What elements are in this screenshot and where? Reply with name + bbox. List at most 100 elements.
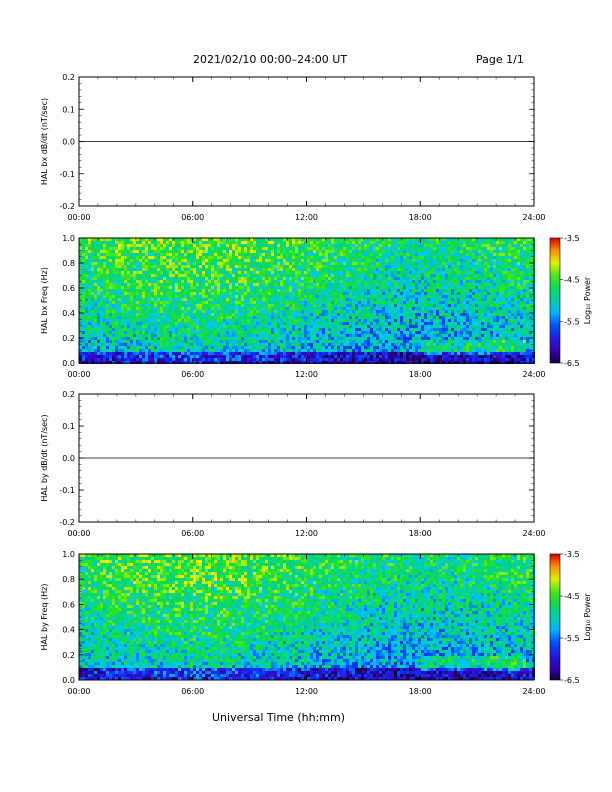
spectrogram-cell [280,313,283,316]
spectrogram-cell [526,298,529,301]
spectrogram-cell [298,244,301,247]
spectrogram-cell [124,313,127,316]
spectrogram-cell [145,328,148,331]
spectrogram-cell [451,301,454,304]
spectrogram-cell [376,316,379,319]
spectrogram-cell [463,298,466,301]
spectrogram-cell [247,250,250,253]
spectrogram-cell [403,262,406,265]
spectrogram-cell [445,286,448,289]
spectrogram-cell [166,325,169,328]
spectrogram-cell [505,238,508,241]
spectrogram-cell [406,238,409,241]
spectrogram-cell [127,265,130,268]
spectrogram-cell [442,310,445,313]
spectrogram-cell [364,271,367,274]
spectrogram-cell [379,304,382,307]
spectrogram-cell [523,241,526,244]
spectrogram-cell [286,331,289,334]
spectrogram-cell [334,244,337,247]
spectrogram-cell [385,295,388,298]
spectrogram-cell [205,286,208,289]
spectrogram-cell [364,250,367,253]
spectrogram-cell [103,262,106,265]
spectrogram-cell [163,247,166,250]
spectrogram-cell [115,322,118,325]
spectrogram-cell [91,256,94,259]
spectrogram-cell [523,316,526,319]
spectrogram-cell [175,283,178,286]
spectrogram-cell [310,319,313,322]
spectrogram-cell [274,298,277,301]
spectrogram-cell [529,268,532,271]
spectrogram-cell [193,313,196,316]
spectrogram-cell [355,274,358,277]
spectrogram-cell [127,253,130,256]
spectrogram-cell [340,271,343,274]
spectrogram-cell [256,268,259,271]
spectrogram-cell [91,316,94,319]
spectrogram-cell [424,238,427,241]
spectrogram-cell [223,292,226,295]
spectrogram-cell [187,238,190,241]
spectrogram-cell [274,304,277,307]
spectrogram-cell [526,250,529,253]
spectrogram-cell [160,307,163,310]
spectrogram-cell [493,331,496,334]
spectrogram-cell [424,244,427,247]
spectrogram-cell [268,295,271,298]
spectrogram-cell [355,316,358,319]
spectrogram-cell [322,310,325,313]
spectrogram-cell [268,280,271,283]
spectrogram-cell [79,247,82,250]
spectrogram-cell [526,310,529,313]
spectrogram-cell [502,271,505,274]
spectrogram-cell [475,277,478,280]
spectrogram-cell [526,259,529,262]
spectrogram-cell [247,283,250,286]
spectrogram-cell [256,316,259,319]
spectrogram-cell [427,298,430,301]
spectrogram-cell [280,256,283,259]
spectrogram-cell [94,298,97,301]
spectrogram-cell [427,325,430,328]
spectrogram-cell [199,319,202,322]
spectrogram-cell [430,295,433,298]
spectrogram-cell [244,238,247,241]
spectrogram-cell [397,271,400,274]
spectrogram-cell [136,289,139,292]
spectrogram-cell [436,289,439,292]
spectrogram-cell [112,253,115,256]
spectrogram-cell [166,277,169,280]
spectrogram-cell [355,289,358,292]
spectrogram-cell [493,289,496,292]
spectrogram-cell [241,280,244,283]
spectrogram-cell [259,247,262,250]
spectrogram-cell [466,274,469,277]
spectrogram-cell [247,244,250,247]
spectrogram-cell [160,283,163,286]
spectrogram-cell [475,280,478,283]
spectrogram-cell [520,277,523,280]
spectrogram-cell [490,304,493,307]
spectrogram-cell [271,295,274,298]
spectrogram-cell [226,280,229,283]
spectrogram-cell [394,289,397,292]
spectrogram-cell [178,280,181,283]
spectrogram-cell [88,292,91,295]
spectrogram-cell [478,304,481,307]
spectrogram-cell [361,259,364,262]
spectrogram-cell [433,286,436,289]
spectrogram-cell [529,331,532,334]
spectrogram-cell [466,268,469,271]
spectrogram-cell [463,292,466,295]
spectrogram-cell [475,331,478,334]
spectrogram-cell [328,310,331,313]
spectrogram-cell [199,247,202,250]
spectrogram-cell [178,298,181,301]
spectrogram-cell [274,244,277,247]
spectrogram-cell [391,268,394,271]
spectrogram-cell [445,295,448,298]
spectrogram-cell [325,265,328,268]
spectrogram-cell [163,256,166,259]
